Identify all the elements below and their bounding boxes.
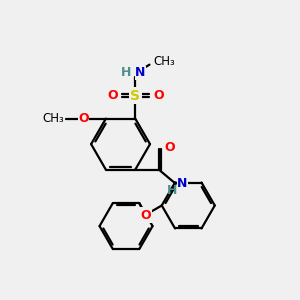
Text: O: O — [107, 89, 118, 102]
Text: CH₃: CH₃ — [43, 112, 64, 125]
Text: O: O — [78, 112, 89, 125]
Text: O: O — [153, 89, 164, 102]
Text: H: H — [167, 184, 177, 197]
Text: S: S — [130, 88, 140, 103]
Text: CH₃: CH₃ — [153, 55, 175, 68]
Text: O: O — [140, 208, 151, 221]
Text: N: N — [135, 66, 146, 79]
Text: N: N — [177, 177, 188, 190]
Text: H: H — [122, 66, 132, 79]
Text: O: O — [164, 141, 175, 154]
